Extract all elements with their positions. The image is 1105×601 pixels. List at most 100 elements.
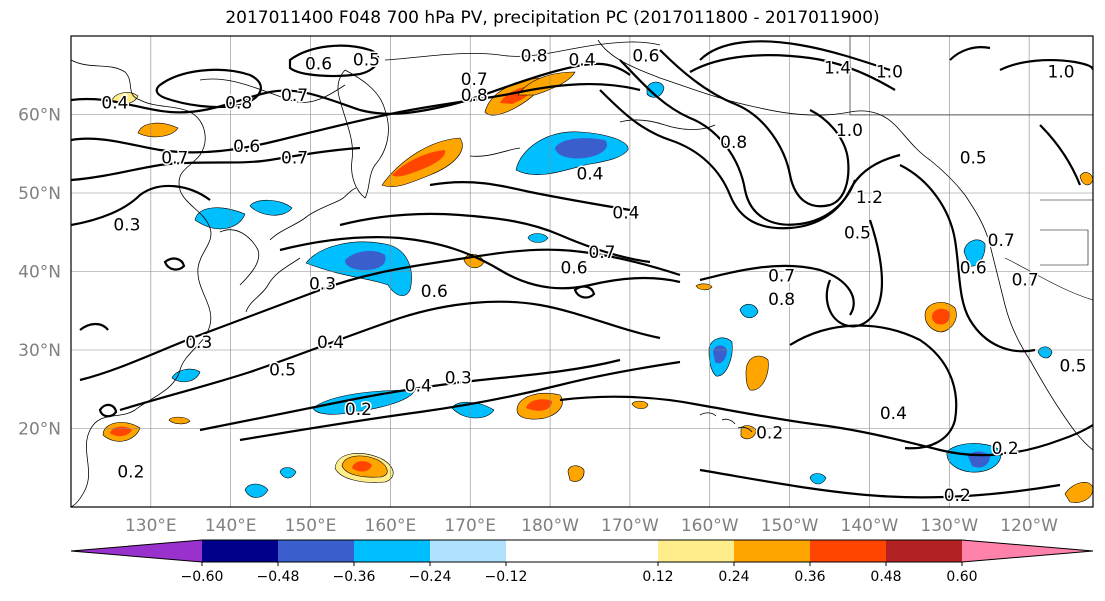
pv-contour (825, 219, 884, 328)
precip-positive-core (352, 461, 372, 472)
precip-negative-area (194, 207, 246, 229)
pv-contour (119, 300, 661, 412)
precip-negative-area (1037, 346, 1053, 359)
colorbar-segment (886, 540, 962, 562)
plot-frame (70, 35, 1094, 508)
coastline-alaska (597, 39, 1093, 451)
contour-label: 0.8 (225, 94, 252, 114)
colorbar-tick-label: 0.36 (794, 569, 825, 585)
pv-contour (429, 181, 631, 212)
boundary-line (849, 36, 1093, 301)
precip-positive-area (695, 283, 713, 291)
contour-label: 0.2 (756, 423, 783, 443)
longitude-tick-label: 150°E (285, 516, 337, 536)
pv-contour (699, 468, 1061, 499)
colorbar-extend-low (71, 540, 202, 562)
longitude-tick-label: 170°E (444, 516, 496, 536)
contour-label: 0.4 (568, 51, 595, 71)
contour-label: 0.5 (1060, 357, 1087, 377)
contour-label: 0.6 (632, 47, 659, 67)
longitude-tick-label: 150°W (761, 516, 819, 536)
contour-label: 1.0 (836, 121, 863, 141)
precip-positive-area (1064, 482, 1093, 503)
precip-negative-area (312, 389, 416, 415)
pv-contour (559, 395, 1093, 457)
longitude-tick-label: 140°W (841, 516, 899, 536)
contour-label: 0.7 (281, 86, 308, 106)
colorbar-segment (506, 540, 658, 562)
contour-label: 0.4 (880, 404, 907, 424)
pv-contour (699, 40, 891, 72)
precip-positive-core (932, 308, 951, 325)
latitude-tick-label: 60°N (18, 106, 61, 126)
longitude-tick-label: 180°W (521, 516, 579, 536)
precip-negative-area (171, 368, 201, 383)
colorbar-tick-label: 0.48 (870, 569, 901, 585)
pv-contour (155, 68, 262, 109)
pv-contour (279, 236, 681, 290)
contour-label: 0.4 (405, 376, 432, 396)
coastline-korea-japan (219, 187, 357, 313)
precip-positive-area (631, 400, 649, 409)
pv-contour (789, 324, 958, 450)
colorbar-segment (202, 540, 278, 562)
pv-contour (79, 248, 681, 382)
axis-ticks: 60°N 50°N 40°N 30°N 20°N 130°E 140°E 150°E 160°E… (18, 106, 1058, 537)
coastline-kamchatka (337, 69, 389, 199)
contour-label: 0.2 (992, 439, 1019, 459)
pv-contour (71, 146, 361, 182)
contour-label: 0.5 (269, 361, 296, 381)
colorbar: −0.60 −0.48 −0.36 −0.24 −0.12 0.12 0.24 0.36 0.4… (70, 539, 1094, 585)
colorbar-segment (430, 540, 506, 562)
pv-contour (999, 58, 1093, 71)
coastline-asia (71, 59, 212, 507)
colorbar-segment (734, 540, 810, 562)
contour-label: 0.6 (421, 282, 448, 302)
pv-contour (199, 358, 621, 432)
colorbar-segment (658, 540, 734, 562)
contour-label: 0.7 (161, 149, 188, 169)
precip-negative-area (646, 81, 665, 98)
contour-label: 0.2 (944, 486, 971, 506)
pv-contour (239, 360, 681, 442)
contour-label: 0.3 (309, 274, 336, 294)
contour-label: 0.7 (588, 243, 615, 263)
contour-label: 0.6 (960, 259, 987, 279)
contour-label: 1.2 (856, 188, 883, 208)
precip-negative-area (809, 473, 827, 485)
contour-label: 1.0 (876, 62, 903, 82)
longitude-tick-label: 140°E (205, 516, 257, 536)
pv-contour (949, 46, 991, 61)
graticule (71, 36, 1093, 507)
colorbar-tick-label: −0.24 (409, 569, 452, 585)
contour-label: 0.8 (461, 86, 488, 106)
contour-label: 0.7 (768, 266, 795, 286)
contour-label: 0.4 (101, 94, 128, 114)
contour-label: 0.8 (768, 290, 795, 310)
latitude-tick-label: 20°N (18, 420, 61, 440)
contour-label: 0.3 (185, 333, 212, 353)
latitude-tick-label: 50°N (18, 184, 61, 204)
colorbar-tick-label: −0.48 (257, 569, 300, 585)
contour-label: 0.4 (576, 164, 603, 184)
precip-positive-core (110, 426, 132, 437)
pv-contour (619, 59, 857, 226)
precip-positive-area (168, 416, 191, 425)
contour-label: 0.3 (445, 368, 472, 388)
contour-label: 0.2 (345, 400, 372, 420)
colorbar-segment (354, 540, 430, 562)
colorbar-tick-label: 0.60 (946, 569, 977, 585)
pv-contour (1039, 124, 1082, 186)
pv-contour (339, 212, 651, 264)
longitude-tick-label: 160°W (681, 516, 739, 536)
contour-label: 0.7 (988, 231, 1015, 251)
precip-negative-area (249, 199, 293, 216)
precip-positive-area (745, 355, 769, 391)
contour-label: 0.5 (353, 51, 380, 71)
contour-label: 1.0 (1048, 62, 1075, 82)
colorbar-segment (810, 540, 886, 562)
colorbar-tick-label: −0.36 (333, 569, 376, 585)
contour-label: 0.7 (461, 70, 488, 90)
contour-label: 0.2 (117, 463, 144, 483)
longitude-tick-label: 130°W (920, 516, 978, 536)
